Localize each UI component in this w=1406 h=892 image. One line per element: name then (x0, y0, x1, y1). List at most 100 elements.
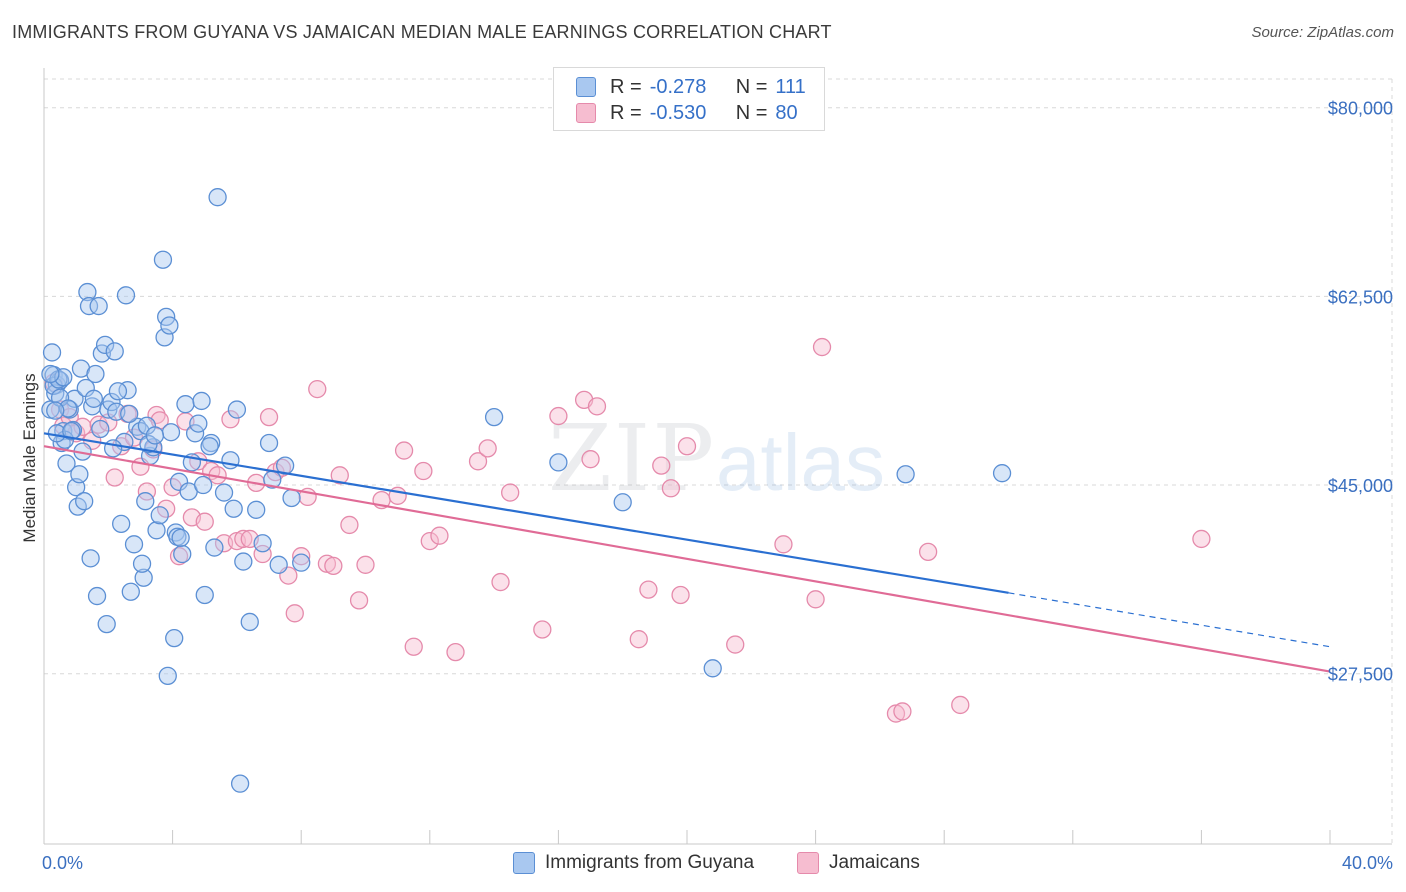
guyana-point (89, 296, 108, 316)
guyana-point (52, 433, 71, 453)
guyana-point (185, 424, 205, 443)
guyana-point (147, 521, 166, 540)
guyana-point (282, 488, 301, 508)
guyana-point (200, 437, 219, 456)
guyana-point (173, 544, 192, 564)
legend-swatch-guyana (576, 77, 596, 97)
legend-label-guyana: Immigrants from Guyana (545, 852, 755, 873)
legend-item-jamaica[interactable]: Jamaicans (797, 852, 920, 874)
jamaica-point (414, 461, 433, 481)
jamaica-point (308, 379, 327, 399)
guyana-point (134, 568, 153, 587)
tick-labels: $27,500 $45,000 $62,500 $80,000 0.0% 40.0% (42, 99, 1393, 873)
guyana-point (195, 585, 214, 605)
guyana-trend-extension (1008, 592, 1331, 648)
legend-n-label: N = (735, 101, 768, 124)
jamaica-point (356, 555, 375, 574)
guyana-point (992, 464, 1012, 483)
jamaica-point (806, 590, 825, 609)
jamaica-point (195, 512, 214, 531)
guyana-point (41, 364, 60, 384)
guyana-point (86, 364, 105, 384)
guyana-point (103, 439, 123, 458)
guyana-point (214, 483, 234, 502)
guyana-point (145, 426, 165, 445)
jamaica-point (340, 515, 359, 535)
legend-item-guyana[interactable]: Immigrants from Guyana (513, 852, 754, 874)
guyana-point (208, 188, 227, 207)
guyana-point (234, 552, 253, 571)
jamaica-point (105, 468, 124, 487)
guyana-point (247, 500, 266, 519)
jamaica-point (330, 466, 349, 485)
watermark: ZIP atlas (548, 405, 885, 512)
jamaica-point (221, 410, 240, 429)
legend-row-jamaica: R = -0.530 N = 80 (576, 101, 798, 125)
jamaica-point (812, 337, 832, 357)
jamaica-trend-line (43, 445, 1331, 673)
guyana-point (78, 282, 97, 302)
guyana-point (227, 400, 247, 419)
guyana-point (79, 296, 99, 316)
guyana-point (95, 335, 115, 355)
jamaica-point (394, 441, 414, 460)
jamaica-point (324, 556, 343, 576)
jamaica-point (292, 547, 311, 566)
guyana-point (165, 628, 184, 648)
legend-r-label: R = (610, 101, 642, 124)
guyana-point (132, 554, 152, 573)
guyana-point (124, 535, 144, 554)
x-tick-label: 0.0% (42, 853, 83, 873)
y-tick-label: $45,000 (1328, 476, 1393, 496)
guyana-point (269, 555, 288, 574)
guyana-point (230, 774, 250, 793)
guyana-point (46, 401, 65, 420)
guyana-point (75, 492, 94, 511)
guyana-point (896, 465, 915, 484)
guyana-point (116, 286, 136, 305)
jamaica-point (533, 620, 552, 639)
jamaica-point (169, 547, 189, 566)
jamaica-point (234, 529, 253, 549)
guyana-point (108, 382, 128, 401)
guyana-point (57, 454, 76, 473)
guyana-point (549, 453, 568, 472)
guyana-point (158, 666, 177, 685)
jamaica-point (629, 630, 648, 649)
guyana-point (189, 414, 208, 433)
legend-r-value: -0.530 (649, 101, 707, 124)
guyana-point (169, 472, 189, 491)
jamaica-point (677, 437, 697, 456)
guyana-point (253, 534, 272, 553)
jamaica-point (253, 544, 272, 564)
guyana-point (193, 475, 213, 495)
jamaica-point (1192, 529, 1211, 549)
guyana-point (171, 528, 190, 548)
series-legend: Immigrants from Guyana Jamaicans (0, 852, 1406, 878)
jamaica-point (726, 635, 745, 654)
guyana-point (118, 381, 137, 400)
jamaica-point (468, 452, 488, 471)
jamaica-point (491, 572, 510, 592)
guyana-point (153, 250, 173, 269)
guyana-point (155, 328, 174, 347)
jamaica-point (259, 407, 279, 427)
guyana-point (102, 392, 121, 412)
jamaica-point (661, 479, 681, 498)
jamaica-point (893, 702, 912, 721)
guyana-point (150, 506, 169, 525)
y-tick-label: $62,500 (1328, 287, 1393, 307)
guyana-point (87, 586, 107, 606)
guyana-point (613, 493, 632, 512)
guyana-point (81, 549, 100, 568)
guyana-point (160, 316, 179, 335)
jamaica-point (549, 406, 568, 426)
jamaica-point (430, 526, 449, 545)
jamaica-point (671, 585, 690, 605)
jamaica-points (44, 337, 1211, 723)
jamaica-point (774, 535, 793, 554)
jamaica-point (349, 591, 369, 610)
chart-title: IMMIGRANTS FROM GUYANA VS JAMAICAN MEDIA… (12, 22, 832, 42)
y-axis-label: Median Male Earnings (20, 373, 39, 543)
